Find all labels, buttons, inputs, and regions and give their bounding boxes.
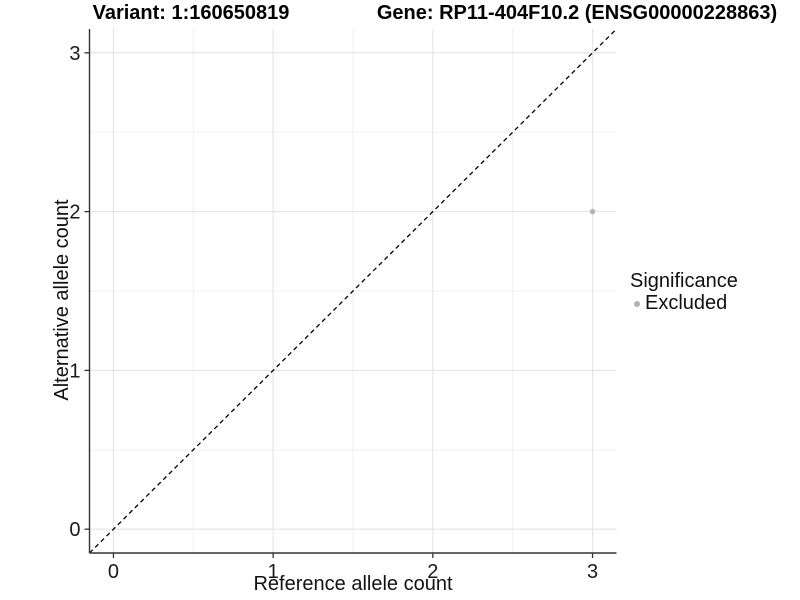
x-tick-label: 2 xyxy=(427,561,438,583)
x-tick-label: 1 xyxy=(268,561,279,583)
x-axis-title: Reference allele count xyxy=(253,573,453,595)
x-tick-label: 3 xyxy=(587,561,598,583)
gene-title: Gene: RP11-404F10.2 (ENSG00000228863) xyxy=(376,2,778,24)
variant-title: Variant: 1:160650819 xyxy=(92,2,290,24)
legend-title: Significance xyxy=(630,270,738,292)
y-axis-title: Alternative allele count xyxy=(51,199,73,401)
identity-reference-line xyxy=(89,29,617,553)
legend-item-excluded: Excluded xyxy=(630,293,738,314)
y-tick-label: 0 xyxy=(69,519,80,541)
y-tick-label: 3 xyxy=(69,43,80,65)
x-tick-label: 0 xyxy=(108,561,119,583)
y-tick-label: 1 xyxy=(69,360,80,382)
excluded-point-icon xyxy=(634,300,640,307)
data-point xyxy=(589,208,596,215)
y-tick-label: 2 xyxy=(69,202,80,224)
legend: Significance Excluded xyxy=(630,271,738,314)
legend-item-label: Excluded xyxy=(645,292,728,314)
